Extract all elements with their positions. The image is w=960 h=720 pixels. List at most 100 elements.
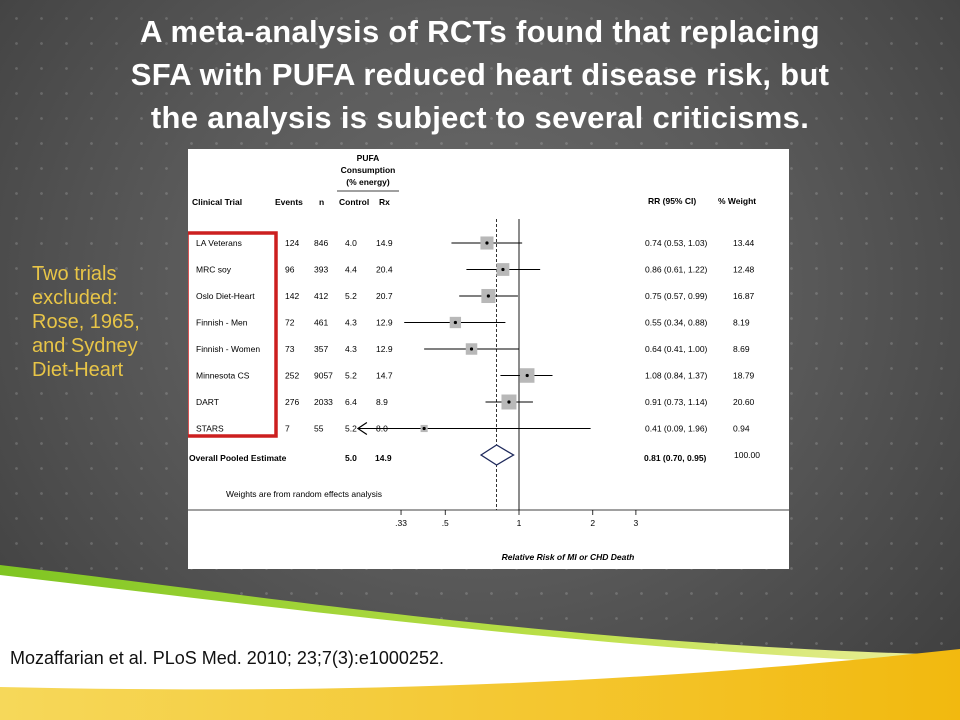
- trial-events: 73: [285, 344, 295, 354]
- citation: Mozaffarian et al. PLoS Med. 2010; 23;7(…: [10, 648, 444, 668]
- note-line-5: Diet-Heart: [32, 359, 124, 381]
- trial-rx: 20.7: [376, 291, 393, 301]
- trial-rr-text: 0.64 (0.41, 1.00): [645, 344, 708, 354]
- trial-n: 461: [314, 318, 328, 328]
- trial-rr-text: 0.91 (0.73, 1.14): [645, 397, 708, 407]
- header-rx: Rx: [379, 197, 390, 207]
- header-events: Events: [275, 197, 303, 207]
- trial-n: 9057: [314, 371, 333, 381]
- trial-events: 96: [285, 265, 295, 275]
- excluded-trials-note: Two trials excluded: Rose, 1965, and Syd…: [32, 262, 182, 382]
- yellow-band: [0, 649, 960, 720]
- trial-rx: 8.9: [376, 397, 388, 407]
- point-estimate: [469, 347, 474, 351]
- trial-n: 393: [314, 265, 328, 275]
- footer-swoosh: [0, 565, 960, 720]
- trial-weight: 8.19: [733, 318, 750, 328]
- trial-n: 846: [314, 238, 328, 248]
- header-rr: RR (95% CI): [648, 196, 696, 206]
- trial-weight: 12.48: [733, 265, 755, 275]
- slide-title: A meta-analysis of RCTs found that repla…: [0, 10, 960, 139]
- trial-control: 4.4: [345, 265, 357, 275]
- trial-name: LA Veterans: [196, 238, 242, 248]
- trial-name: Finnish - Men: [196, 318, 248, 328]
- trial-control: 6.4: [345, 397, 357, 407]
- trial-weight: 0.94: [733, 424, 750, 434]
- note-line-4: and Sydney: [32, 335, 138, 357]
- trial-events: 124: [285, 238, 299, 248]
- trial-n: 412: [314, 291, 328, 301]
- x-axis-label: Relative Risk of MI or CHD Death: [502, 552, 635, 562]
- x-tick-label: .5: [442, 518, 449, 528]
- trial-rr-text: 0.74 (0.53, 1.03): [645, 238, 708, 248]
- point-estimate: [507, 400, 511, 404]
- trial-name: STARS: [196, 424, 224, 434]
- trial-rr-text: 1.08 (0.84, 1.37): [645, 371, 708, 381]
- trial-events: 252: [285, 371, 299, 381]
- trial-name: Oslo Diet-Heart: [196, 291, 255, 301]
- trial-control: 4.3: [345, 344, 357, 354]
- header-pufa-2: Consumption: [341, 165, 396, 175]
- x-tick-label: .33: [395, 518, 407, 528]
- header-weight: % Weight: [718, 196, 756, 206]
- trial-weight: 13.44: [733, 238, 755, 248]
- trial-name: MRC soy: [196, 265, 232, 275]
- note-line-2: excluded:: [32, 287, 118, 309]
- trial-rx: 12.9: [376, 344, 393, 354]
- overall-label: Overall Pooled Estimate: [189, 453, 287, 463]
- overall-control: 5.0: [345, 453, 357, 463]
- point-estimate: [486, 294, 490, 298]
- trial-weight: 18.79: [733, 371, 755, 381]
- trial-control: 4.3: [345, 318, 357, 328]
- point-estimate: [422, 426, 426, 431]
- chart-background: [188, 149, 789, 569]
- x-tick-label: 2: [590, 518, 595, 528]
- header-clinical-trial: Clinical Trial: [192, 197, 242, 207]
- trial-rx: 14.9: [376, 238, 393, 248]
- note-line-1: Two trials: [32, 263, 117, 285]
- forest-plot: PUFA Consumption (% energy) Clinical Tri…: [188, 149, 789, 569]
- highlight-box: [188, 231, 278, 438]
- overall-weight: 100.00: [734, 450, 760, 460]
- trial-events: 7: [285, 424, 290, 434]
- x-axis-ticks: .33 .5 1 2 3: [395, 510, 639, 528]
- trial-control: 4.0: [345, 238, 357, 248]
- trial-events: 142: [285, 291, 299, 301]
- point-estimate: [525, 373, 529, 378]
- trial-control: 5.2: [345, 371, 357, 381]
- trial-n: 2033: [314, 397, 333, 407]
- trial-control: 5.2: [345, 424, 357, 434]
- trial-events: 276: [285, 397, 299, 407]
- trial-weight: 20.60: [733, 397, 755, 407]
- plot-marks: [356, 219, 591, 510]
- point-estimate: [453, 320, 457, 325]
- header-pufa-1: PUFA: [357, 153, 380, 163]
- trial-weight: 16.87: [733, 291, 755, 301]
- trial-rr-text: 0.75 (0.57, 0.99): [645, 291, 708, 301]
- trial-rx: 12.9: [376, 318, 393, 328]
- trial-n: 55: [314, 424, 324, 434]
- title-line-2: SFA with PUFA reduced heart disease risk…: [130, 57, 830, 92]
- header-pufa-3: (% energy): [346, 177, 390, 187]
- trial-name: DART: [196, 397, 219, 407]
- trial-rr-text: 0.55 (0.34, 0.88): [645, 318, 708, 328]
- note-line-3: Rose, 1965,: [32, 311, 140, 333]
- point-estimate: [501, 267, 505, 272]
- header-control: Control: [339, 197, 369, 207]
- trial-rr-text: 0.41 (0.09, 1.96): [645, 424, 708, 434]
- overall-rr-text: 0.81 (0.70, 0.95): [644, 453, 707, 463]
- x-tick-label: 1: [517, 518, 522, 528]
- trial-rx: 20.4: [376, 265, 393, 275]
- trial-rx: 14.7: [376, 371, 393, 381]
- trial-control: 5.2: [345, 291, 357, 301]
- x-tick-label: 3: [634, 518, 639, 528]
- trial-n: 357: [314, 344, 328, 354]
- trial-name: Finnish - Women: [196, 344, 260, 354]
- title-line-3: the analysis is subject to several criti…: [150, 100, 810, 135]
- trial-name: Minnesota CS: [196, 371, 250, 381]
- trial-rr-text: 0.86 (0.61, 1.22): [645, 265, 708, 275]
- trial-weight: 8.69: [733, 344, 750, 354]
- overall-rx: 14.9: [375, 453, 392, 463]
- ci-truncation-arrow: [356, 422, 368, 435]
- weights-note: Weights are from random effects analysis: [226, 489, 382, 499]
